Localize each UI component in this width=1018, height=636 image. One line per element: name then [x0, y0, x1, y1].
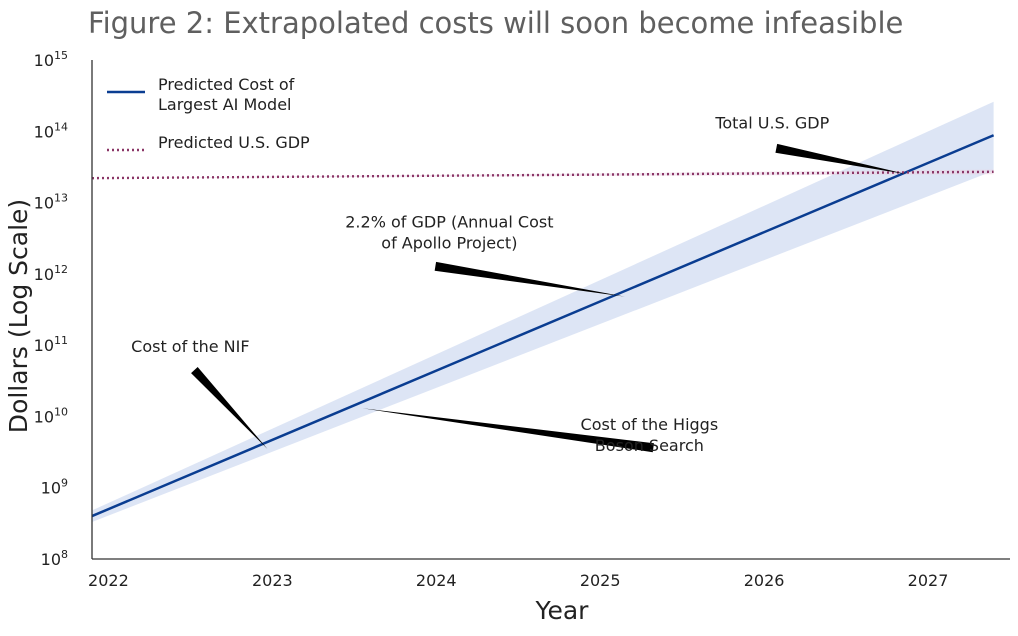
- series-band-ai-cost: [92, 101, 994, 523]
- series-line-ai-cost: [91, 134, 995, 518]
- annotation-label: Cost of the Higgs Boson Search: [581, 415, 719, 455]
- x-tick-label: 2023: [252, 571, 293, 590]
- plot-area: 2022 2023 2024 2025 2026 2027 108 109 1010 1011 10…: [34, 49, 1010, 590]
- y-axis-label: Dollars (Log Scale): [4, 199, 33, 433]
- annotation-label: Total U.S. GDP: [714, 113, 829, 132]
- x-tick-label: 2022: [88, 571, 129, 590]
- annotation-label: Cost of the NIF: [131, 337, 249, 356]
- y-tick-label: 1015: [34, 49, 68, 70]
- series-band-gdp: [92, 169, 994, 179]
- annotation-label: 2.2% of GDP (Annual Cost of Apollo Projec…: [345, 212, 553, 252]
- annotation-arrow: [362, 408, 654, 453]
- legend: Predicted Cost of Largest AI Model Predict…: [107, 75, 310, 152]
- y-tick-label: 109: [41, 477, 68, 498]
- annotation-arrow: [434, 261, 625, 297]
- y-tick-label: 1011: [34, 334, 68, 355]
- x-tick-label: 2027: [908, 571, 949, 590]
- x-tick-label: 2025: [580, 571, 621, 590]
- series-line-gdp: [91, 170, 994, 180]
- chart-title: Figure 2: Extrapolated costs will soon b…: [88, 6, 903, 40]
- y-tick-label: 1010: [34, 405, 68, 426]
- legend-label-gdp: Predicted U.S. GDP: [158, 133, 310, 152]
- x-tick-label: 2026: [744, 571, 785, 590]
- x-axis-label: Year: [535, 596, 590, 625]
- y-tick-label: 1012: [34, 263, 68, 284]
- y-tick-label: 1013: [34, 192, 68, 213]
- annotation-arrow: [191, 366, 268, 449]
- legend-label-ai-cost: Predicted Cost of Largest AI Model: [158, 75, 295, 114]
- y-tick-label: 108: [41, 548, 68, 569]
- x-tick-label: 2024: [416, 571, 457, 590]
- annotation-arrow: [775, 143, 907, 175]
- y-tick-label: 1014: [34, 120, 68, 141]
